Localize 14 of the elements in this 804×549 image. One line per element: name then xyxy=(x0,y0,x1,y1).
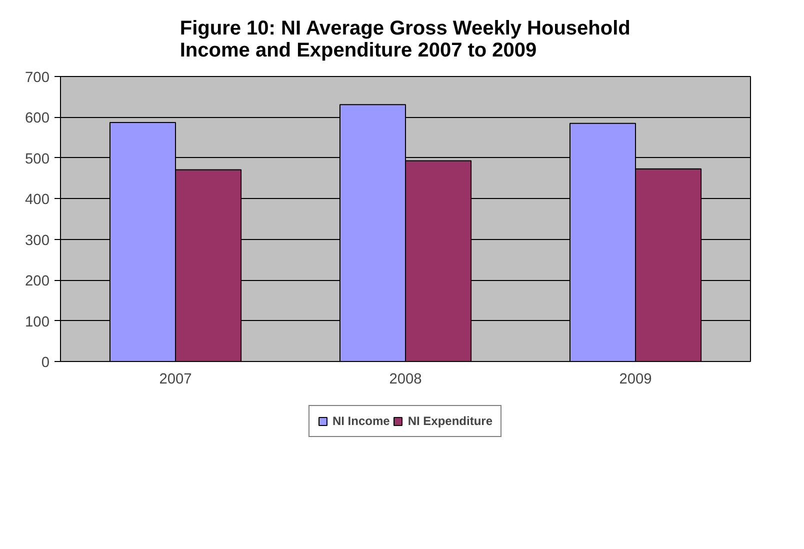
x-tick-label: 2007 xyxy=(159,372,192,388)
y-tick-label: 700 xyxy=(25,70,50,86)
x-tick-label: 2009 xyxy=(619,372,652,388)
chart-title: Figure 10: NI Average Gross Weekly Household Income and Expenditure 2007 to 2009 xyxy=(180,18,630,62)
y-tick-label: 0 xyxy=(41,355,50,371)
legend-label: NI Income xyxy=(332,414,390,428)
y-tick-label: 300 xyxy=(25,232,50,249)
y-tick-label: 500 xyxy=(25,151,50,168)
y-tick-label: 400 xyxy=(25,192,50,208)
legend-label: NI Expenditure xyxy=(408,414,493,428)
x-tick-label: 2008 xyxy=(389,372,422,388)
y-tick-label: 600 xyxy=(25,110,50,127)
y-tick-label: 100 xyxy=(25,314,50,330)
y-tick-label: 200 xyxy=(25,274,50,290)
